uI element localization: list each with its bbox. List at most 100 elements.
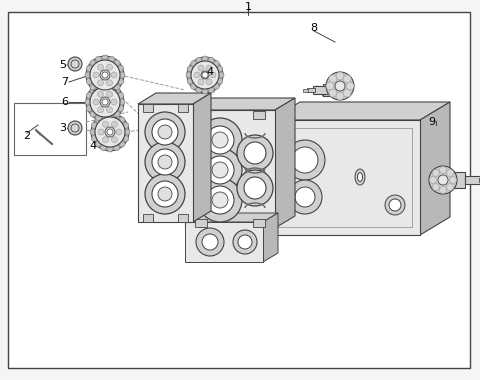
Circle shape — [329, 75, 337, 83]
Bar — [451, 172, 465, 188]
Circle shape — [119, 141, 125, 147]
Circle shape — [86, 83, 124, 121]
Ellipse shape — [355, 169, 365, 185]
Circle shape — [102, 116, 108, 122]
Circle shape — [198, 118, 242, 162]
Circle shape — [194, 72, 200, 78]
Circle shape — [198, 79, 204, 85]
Circle shape — [85, 72, 91, 78]
Circle shape — [86, 56, 124, 94]
Circle shape — [196, 228, 224, 256]
Circle shape — [114, 87, 120, 93]
Bar — [303, 89, 308, 92]
Circle shape — [103, 121, 108, 127]
Bar — [95, 122, 125, 142]
Circle shape — [93, 72, 99, 78]
Circle shape — [208, 87, 214, 93]
Circle shape — [90, 60, 96, 66]
Circle shape — [206, 156, 234, 184]
Circle shape — [343, 89, 351, 97]
Circle shape — [95, 141, 101, 147]
Bar — [307, 88, 315, 92]
Circle shape — [98, 129, 104, 135]
Circle shape — [97, 80, 104, 86]
Circle shape — [191, 61, 197, 66]
Circle shape — [86, 92, 92, 98]
Circle shape — [208, 57, 214, 63]
Circle shape — [108, 83, 115, 89]
Circle shape — [100, 145, 107, 151]
Bar — [178, 214, 188, 222]
Circle shape — [336, 92, 344, 100]
Circle shape — [206, 65, 212, 71]
Circle shape — [217, 78, 223, 84]
Circle shape — [346, 82, 354, 90]
Polygon shape — [275, 98, 295, 228]
Circle shape — [295, 187, 315, 207]
Circle shape — [326, 82, 334, 90]
Circle shape — [105, 127, 115, 137]
Circle shape — [107, 112, 113, 118]
Circle shape — [158, 155, 172, 169]
Bar — [479, 178, 480, 182]
Bar — [178, 104, 188, 112]
Circle shape — [118, 79, 124, 84]
Polygon shape — [270, 102, 450, 120]
Circle shape — [91, 136, 97, 141]
Circle shape — [111, 99, 117, 105]
Circle shape — [119, 99, 125, 105]
Circle shape — [107, 129, 113, 135]
Bar — [253, 111, 265, 119]
Circle shape — [96, 56, 101, 62]
Bar — [143, 104, 153, 112]
Circle shape — [385, 195, 405, 215]
Circle shape — [288, 180, 322, 214]
Circle shape — [71, 124, 79, 132]
Circle shape — [202, 234, 218, 250]
Circle shape — [111, 121, 118, 127]
Circle shape — [91, 113, 129, 151]
Text: 7: 7 — [61, 77, 69, 87]
Circle shape — [68, 57, 82, 71]
Bar — [253, 219, 265, 227]
Circle shape — [96, 83, 101, 89]
Circle shape — [113, 145, 120, 151]
Circle shape — [196, 87, 202, 93]
Circle shape — [440, 166, 446, 174]
Circle shape — [96, 88, 101, 94]
Circle shape — [446, 184, 454, 191]
Circle shape — [118, 92, 124, 98]
Circle shape — [145, 174, 185, 214]
Text: 2: 2 — [24, 131, 31, 141]
Circle shape — [90, 84, 96, 90]
Text: 8: 8 — [311, 23, 318, 33]
Circle shape — [244, 142, 266, 164]
Circle shape — [206, 126, 234, 154]
Circle shape — [119, 117, 125, 123]
Bar — [185, 222, 263, 262]
Circle shape — [335, 81, 345, 91]
Bar — [285, 145, 400, 210]
Circle shape — [187, 78, 193, 84]
Text: 3: 3 — [60, 123, 67, 133]
Circle shape — [118, 106, 124, 111]
Circle shape — [91, 122, 97, 128]
Circle shape — [108, 115, 115, 121]
Circle shape — [100, 97, 110, 107]
Circle shape — [90, 60, 120, 90]
Circle shape — [86, 65, 92, 71]
Circle shape — [152, 149, 178, 175]
Circle shape — [107, 146, 113, 152]
Circle shape — [187, 66, 193, 72]
Circle shape — [158, 125, 172, 139]
Circle shape — [343, 75, 351, 83]
Circle shape — [202, 56, 208, 62]
Circle shape — [198, 178, 242, 222]
Circle shape — [285, 140, 325, 180]
Circle shape — [103, 137, 108, 143]
Circle shape — [86, 106, 92, 111]
Circle shape — [119, 72, 125, 78]
Circle shape — [292, 147, 318, 173]
Text: 6: 6 — [61, 97, 69, 107]
Circle shape — [191, 83, 197, 89]
